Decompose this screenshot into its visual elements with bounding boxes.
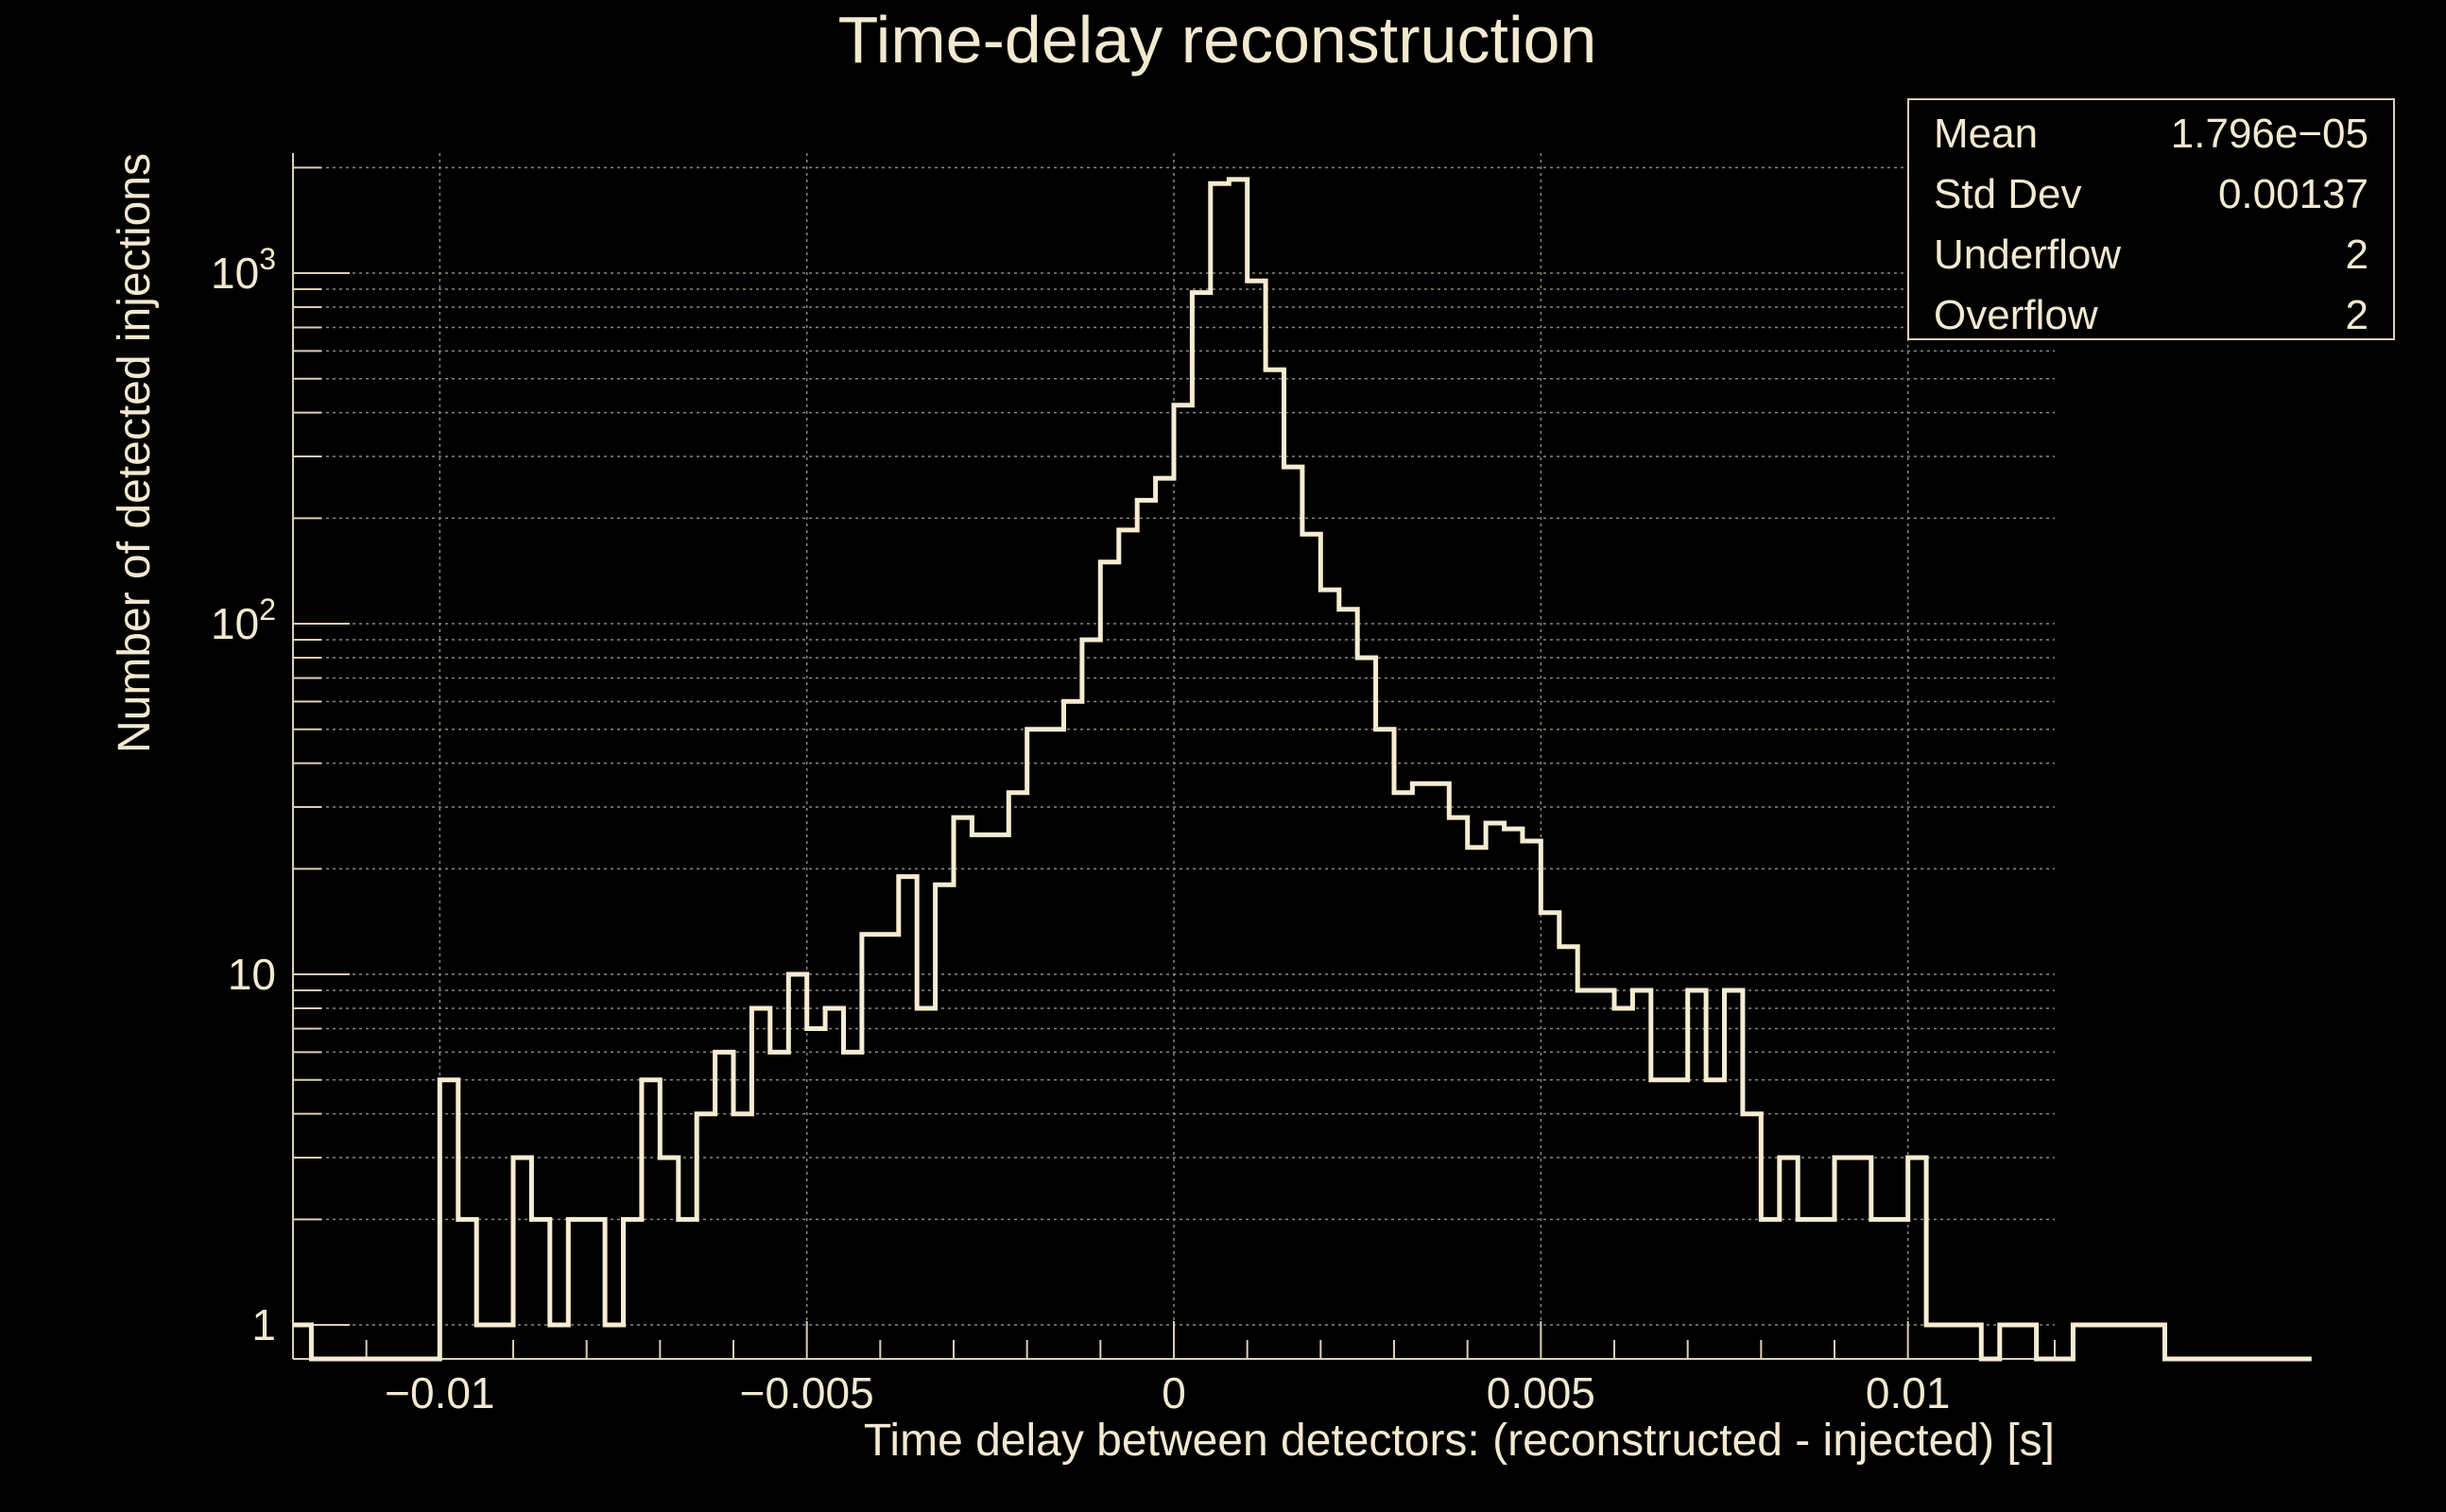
x-tick-label: −0.01 [385, 1368, 494, 1418]
x-axis-label: Time delay between detectors: (reconstru… [864, 1416, 2055, 1466]
stats-box: Mean 1.796e−05 Std Dev 0.00137 Underflow… [1907, 98, 2395, 340]
histogram-series [293, 177, 2312, 1362]
stats-value: 2 [2345, 292, 2368, 338]
x-tick-label: 0.01 [1866, 1368, 1951, 1418]
stats-label: Mean [1934, 111, 2039, 157]
stats-row-stddev: Std Dev 0.00137 [1934, 164, 2368, 225]
stats-row-underflow: Underflow 2 [1934, 225, 2368, 285]
x-tick-label: −0.005 [740, 1368, 874, 1418]
y-tick-label: 103 [211, 242, 276, 298]
y-tick-label: 10 [228, 950, 276, 999]
stats-label: Underflow [1934, 232, 2122, 278]
stats-label: Overflow [1934, 292, 2098, 338]
stats-value: 0.00137 [2217, 171, 2368, 217]
stats-label: Std Dev [1934, 171, 2082, 217]
plot-frame [292, 153, 2056, 1360]
y-tick-label: 1 [251, 1300, 276, 1349]
stats-value: 2 [2345, 232, 2368, 278]
y-tick-label: 102 [211, 593, 276, 648]
x-tick-labels: −0.01 −0.005 0 0.005 0.01 [385, 1368, 1950, 1418]
stats-row-overflow: Overflow 2 [1934, 285, 2368, 346]
x-tick-label: 0 [1162, 1368, 1186, 1418]
chart-title: Time-delay reconstruction [838, 3, 1597, 77]
grid-lines [293, 153, 2055, 1359]
y-axis-label: Number of detected injections [110, 153, 160, 753]
y-tick-labels: 1 10 102 103 [211, 242, 276, 1349]
x-tick-label: 0.005 [1487, 1368, 1595, 1418]
stats-row-mean: Mean 1.796e−05 [1934, 104, 2368, 164]
stats-value: 1.796e−05 [2170, 111, 2368, 157]
